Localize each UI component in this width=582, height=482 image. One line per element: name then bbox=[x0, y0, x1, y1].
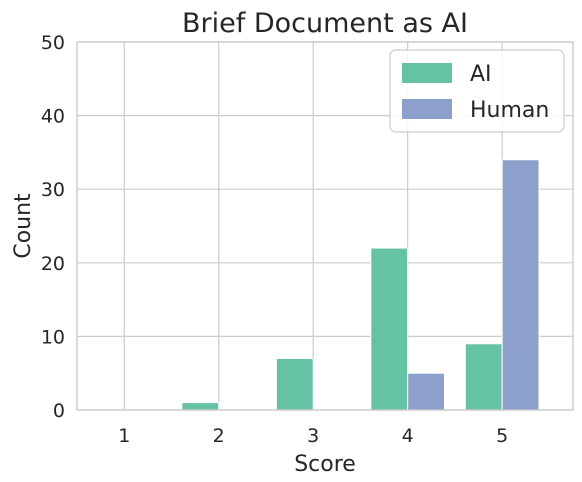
bar-ai-score-4 bbox=[370, 247, 409, 411]
legend-label-human: Human bbox=[470, 98, 549, 123]
y-axis-label: Count bbox=[11, 193, 36, 259]
y-tick-label: 0 bbox=[53, 400, 65, 422]
plot-frame bbox=[76, 41, 574, 411]
x-tick-label: 3 bbox=[307, 425, 319, 447]
y-ticks: 0 10 20 30 40 50 bbox=[41, 32, 65, 422]
x-tick-label: 5 bbox=[496, 425, 508, 447]
bar-human-score-4 bbox=[407, 372, 446, 411]
y-tick-label: 20 bbox=[41, 253, 65, 275]
bar-ai-score-5 bbox=[464, 343, 503, 411]
x-tick-label: 4 bbox=[402, 425, 414, 447]
chart-title: Brief Document as AI bbox=[182, 8, 468, 39]
x-axis-label: Score bbox=[294, 452, 356, 477]
bar-ai-score-2 bbox=[181, 402, 220, 411]
bar-ai-score-3 bbox=[275, 357, 314, 411]
legend-swatch-ai bbox=[402, 63, 452, 83]
bar-human-score-5 bbox=[501, 159, 540, 411]
x-ticks: 1 2 3 4 5 bbox=[118, 425, 508, 447]
legend: AI Human bbox=[389, 49, 565, 133]
x-tick-label: 2 bbox=[213, 425, 225, 447]
y-tick-label: 40 bbox=[41, 106, 65, 128]
y-tick-label: 30 bbox=[41, 179, 65, 201]
legend-swatch-human bbox=[402, 99, 452, 119]
y-tick-label: 10 bbox=[41, 326, 65, 348]
y-tick-label: 50 bbox=[41, 32, 65, 54]
bars bbox=[181, 159, 540, 411]
x-tick-label: 1 bbox=[118, 425, 130, 447]
legend-label-ai: AI bbox=[470, 62, 492, 87]
